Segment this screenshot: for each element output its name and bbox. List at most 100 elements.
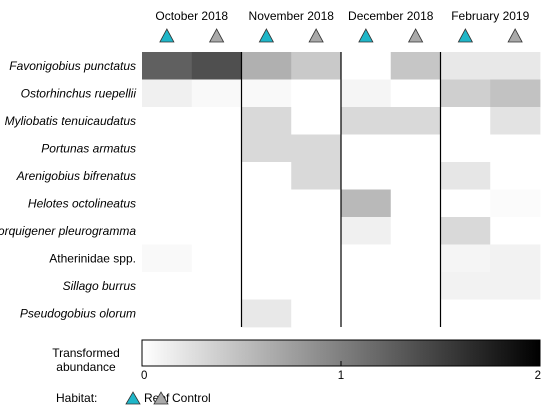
heatmap-cell: [191, 189, 242, 218]
species-label-favonigobius-punctatus: Favonigobius punctatus: [9, 59, 136, 73]
species-label-pseudogobius-olorum: Pseudogobius olorum: [20, 306, 136, 320]
legend-control-triangle: [153, 391, 169, 405]
species-label-sillago-burrus: Sillago burrus: [63, 279, 136, 293]
control-marker: [208, 28, 225, 43]
heatmap-cell: [142, 299, 193, 328]
heatmap-cell: [490, 299, 541, 328]
heatmap-cell: [241, 107, 292, 135]
heatmap-cell: [142, 244, 193, 273]
heatmap-cell: [191, 134, 242, 163]
reef-marker: [358, 28, 374, 43]
month-label-november-2018: November 2018: [249, 9, 335, 23]
heatmap-cell: [440, 79, 491, 108]
heatmap-cell: [341, 299, 392, 328]
heatmap-cell: [341, 162, 392, 190]
heatmap-cell: [241, 272, 292, 300]
heatmap-cell: [490, 244, 541, 273]
heatmap-cell: [490, 217, 541, 245]
heatmap-cell: [191, 299, 242, 328]
heatmap-cell: [241, 189, 292, 218]
heatmap-cell: [191, 79, 242, 108]
heatmap-cell: [142, 189, 193, 218]
habitat-markers: [159, 28, 523, 43]
colorbar-tick-label: 1: [338, 370, 344, 382]
heatmap-cell: [241, 52, 292, 80]
species-label-ostorhinchus-ruepellii: Ostorhinchus ruepellii: [21, 86, 137, 100]
heatmap-cell: [142, 134, 193, 163]
legend-control-label: Control: [172, 391, 211, 405]
heatmap-cell: [142, 162, 193, 190]
colorbar-tick-label: 2: [535, 370, 541, 382]
heatmap-cell: [241, 244, 292, 273]
heatmap-cell: [291, 134, 342, 163]
heatmap-cell: [440, 272, 491, 300]
control-marker: [407, 28, 424, 43]
heatmap-cell: [490, 272, 541, 300]
heatmap-cell: [291, 189, 342, 218]
heatmap-cell: [390, 134, 441, 163]
heatmap-cells: [142, 52, 541, 328]
heatmap-cell: [191, 52, 242, 80]
heatmap-cell: [490, 162, 541, 190]
heatmap-cell: [390, 244, 441, 273]
heatmap-cell: [142, 79, 193, 108]
species-label-arenigobius-bifrenatus: Arenigobius bifrenatus: [16, 169, 136, 183]
heatmap-cell: [390, 272, 441, 300]
reef-marker: [258, 28, 275, 43]
heatmap-cell: [142, 272, 193, 300]
heatmap-cell: [440, 107, 491, 135]
heatmap-cell: [291, 272, 342, 300]
heatmap-cell: [390, 79, 441, 108]
heatmap-cell: [291, 107, 342, 135]
heatmap-cell: [241, 299, 292, 328]
heatmap-cell: [291, 299, 342, 328]
heatmap-cell: [390, 217, 441, 245]
heatmap-cell: [440, 52, 491, 80]
heatmap-cell: [440, 217, 491, 245]
heatmap-cell: [390, 162, 441, 190]
colorbar-tick-label: 0: [141, 370, 147, 382]
heatmap-cell: [341, 79, 392, 108]
heatmap-cell: [440, 162, 491, 190]
heatmap-cell: [291, 52, 342, 80]
species-label-torquigener-pleurogramma: Torquigener pleurogramma: [0, 224, 136, 238]
heatmap-cell: [490, 107, 541, 135]
heatmap-cell: [191, 217, 242, 245]
heatmap-cell: [142, 52, 193, 80]
heatmap-cell: [440, 189, 491, 218]
heatmap-cell: [390, 299, 441, 328]
heatmap-cell: [291, 162, 342, 190]
heatmap-cell: [241, 217, 292, 245]
heatmap-cell: [341, 134, 392, 163]
species-label-myliobatis-tenuicaudatus: Myliobatis tenuicaudatus: [5, 114, 136, 128]
heatmap-cell: [440, 299, 491, 328]
heatmap-cell: [241, 162, 292, 190]
legend-reef-triangle: [125, 391, 141, 405]
heatmap-cell: [142, 217, 193, 245]
control-marker: [308, 28, 324, 43]
colorbar-title-line1: Transformed: [52, 346, 120, 360]
species-label-portunas-armatus: Portunas armatus: [41, 141, 136, 155]
heatmap-cell: [341, 217, 392, 245]
month-label-december-2018: December 2018: [348, 9, 434, 23]
month-label-february-2019: February 2019: [451, 9, 529, 23]
heatmap-cell: [490, 189, 541, 218]
heatmap-cell: [490, 79, 541, 108]
heatmap-cell: [490, 134, 541, 163]
heatmap-cell: [390, 189, 441, 218]
heatmap-cell: [440, 134, 491, 163]
reef-marker: [457, 28, 474, 43]
heatmap-cell: [341, 107, 392, 135]
heatmap-cell: [341, 189, 392, 218]
heatmap-cell: [241, 79, 292, 108]
heatmap-cell: [341, 244, 392, 273]
heatmap-cell: [241, 134, 292, 163]
species-labels: Favonigobius punctatus Ostorhinchus ruepe…: [0, 59, 136, 321]
colorbar-title-line2: abundance: [56, 360, 116, 374]
heatmap-cell: [291, 217, 342, 245]
heatmap-cell: [191, 244, 242, 273]
heatmap-cell: [142, 107, 193, 135]
month-separators: [240, 52, 442, 327]
month-label-october-2018: October 2018: [155, 9, 228, 23]
